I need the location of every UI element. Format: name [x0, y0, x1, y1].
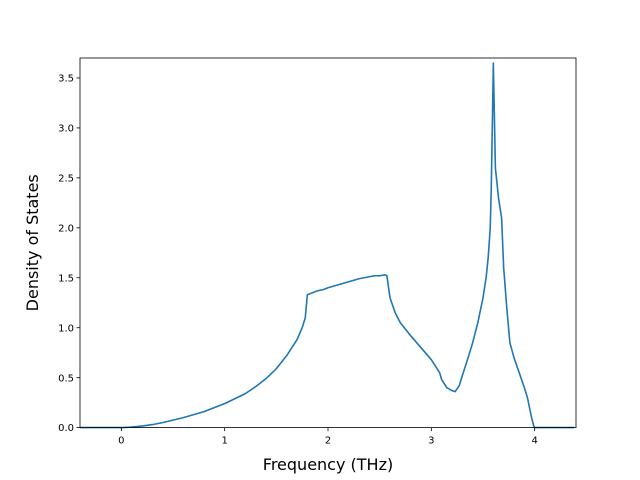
x-tick-label: 2 — [325, 436, 331, 447]
y-axis-label: Density of States — [23, 174, 42, 311]
y-tick-label: 0.0 — [58, 423, 74, 434]
y-tick-label: 3.0 — [58, 124, 74, 135]
plot-area — [80, 62, 574, 429]
y-tick-label: 2.0 — [58, 223, 74, 234]
tick-layer: 0 1 2 3 4 0.0 0.5 1.0 1.5 2.0 2.5 3.0 3.5 — [58, 74, 538, 447]
x-axis-label: Frequency (THz) — [263, 455, 393, 474]
y-tick-label: 1.5 — [58, 273, 74, 284]
x-tick-label: 4 — [531, 436, 537, 447]
y-tick-label: 1.0 — [58, 323, 74, 334]
x-tick-label: 1 — [221, 436, 227, 447]
x-tick-label: 0 — [118, 436, 124, 447]
y-tick-label: 3.5 — [58, 74, 74, 85]
x-tick-label: 3 — [428, 436, 434, 447]
y-tick-label: 0.5 — [58, 373, 74, 384]
y-tick-label: 2.5 — [58, 173, 74, 184]
dos-series-line — [80, 62, 574, 429]
axes-frame — [79, 57, 577, 429]
